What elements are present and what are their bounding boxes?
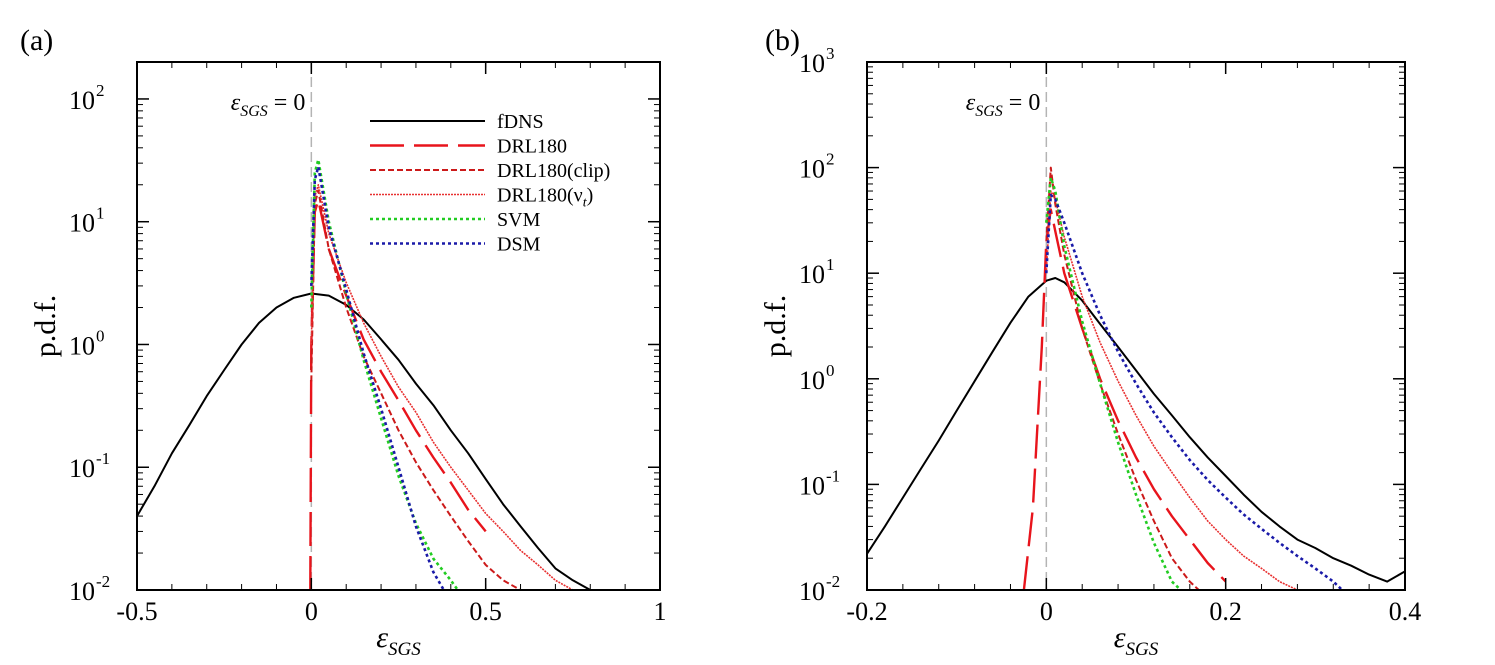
legend-entry: fDNS [497,111,544,133]
legend-entry: DRL180(clip) [497,160,610,182]
y-tick-exponent: -2 [96,572,110,591]
y-tick-exponent: 2 [826,150,835,169]
series-fdns [137,292,608,590]
x-tick-label: 1 [654,597,667,626]
y-tick-label: 10 [799,471,825,500]
y-axis-label: p.d.f. [29,295,62,358]
x-tick-label: 0.2 [1209,597,1242,626]
x-tick-label: -0.5 [116,597,157,626]
series-drl180-clip [310,189,521,590]
y-tick-exponent: 1 [96,204,105,223]
panel-label: (a) [20,24,53,57]
series-drl180-t [310,184,574,590]
x-axis-label: εSGS [376,621,421,660]
y-tick-label: 10 [69,331,95,360]
legend-entry: DSM [497,234,541,256]
y-tick-exponent: 2 [96,81,105,100]
zero-annotation: εSGS = 0 [231,90,306,120]
x-tick-label: 0.4 [1389,597,1422,626]
y-axis-label: p.d.f. [759,295,792,358]
series-svm [1045,176,1182,590]
series-dsm [310,165,445,590]
y-tick-label: 10 [799,366,825,395]
x-tick-label: 0 [305,597,318,626]
y-tick-exponent: 0 [96,326,105,345]
y-tick-exponent: 1 [826,255,835,274]
x-tick-label: -0.2 [846,597,887,626]
y-tick-label: 10 [69,577,95,606]
zero-annotation: εSGS = 0 [966,90,1041,120]
series-group [137,158,608,590]
legend-entry: DRL180 [497,136,567,158]
x-tick-label: 0 [1040,597,1053,626]
y-tick-exponent: -2 [826,572,840,591]
plot-frame [866,61,1406,591]
series-drl180-t [1045,190,1298,590]
series-group [867,166,1405,590]
y-tick-label: 10 [69,454,95,483]
y-tick-label: 10 [799,155,825,184]
y-tick-label: 10 [799,260,825,289]
x-tick-label: 0.5 [469,597,502,626]
plot-frame [136,61,661,591]
y-tick-exponent: -1 [96,449,110,468]
series-svm [310,158,459,590]
y-tick-exponent: 0 [826,361,835,380]
legend-entry: DRL180(νt) [497,185,593,211]
y-tick-label: 10 [69,209,95,238]
panel-label: (b) [765,24,800,57]
y-tick-label: 10 [799,577,825,606]
y-tick-label: 10 [69,86,95,115]
y-tick-label: 10 [799,49,825,78]
x-axis-label: εSGS [1114,621,1159,660]
series-fdns [867,277,1405,583]
y-tick-exponent: 3 [826,44,835,63]
legend-entry: SVM [497,209,541,231]
y-tick-exponent: -1 [826,466,840,485]
